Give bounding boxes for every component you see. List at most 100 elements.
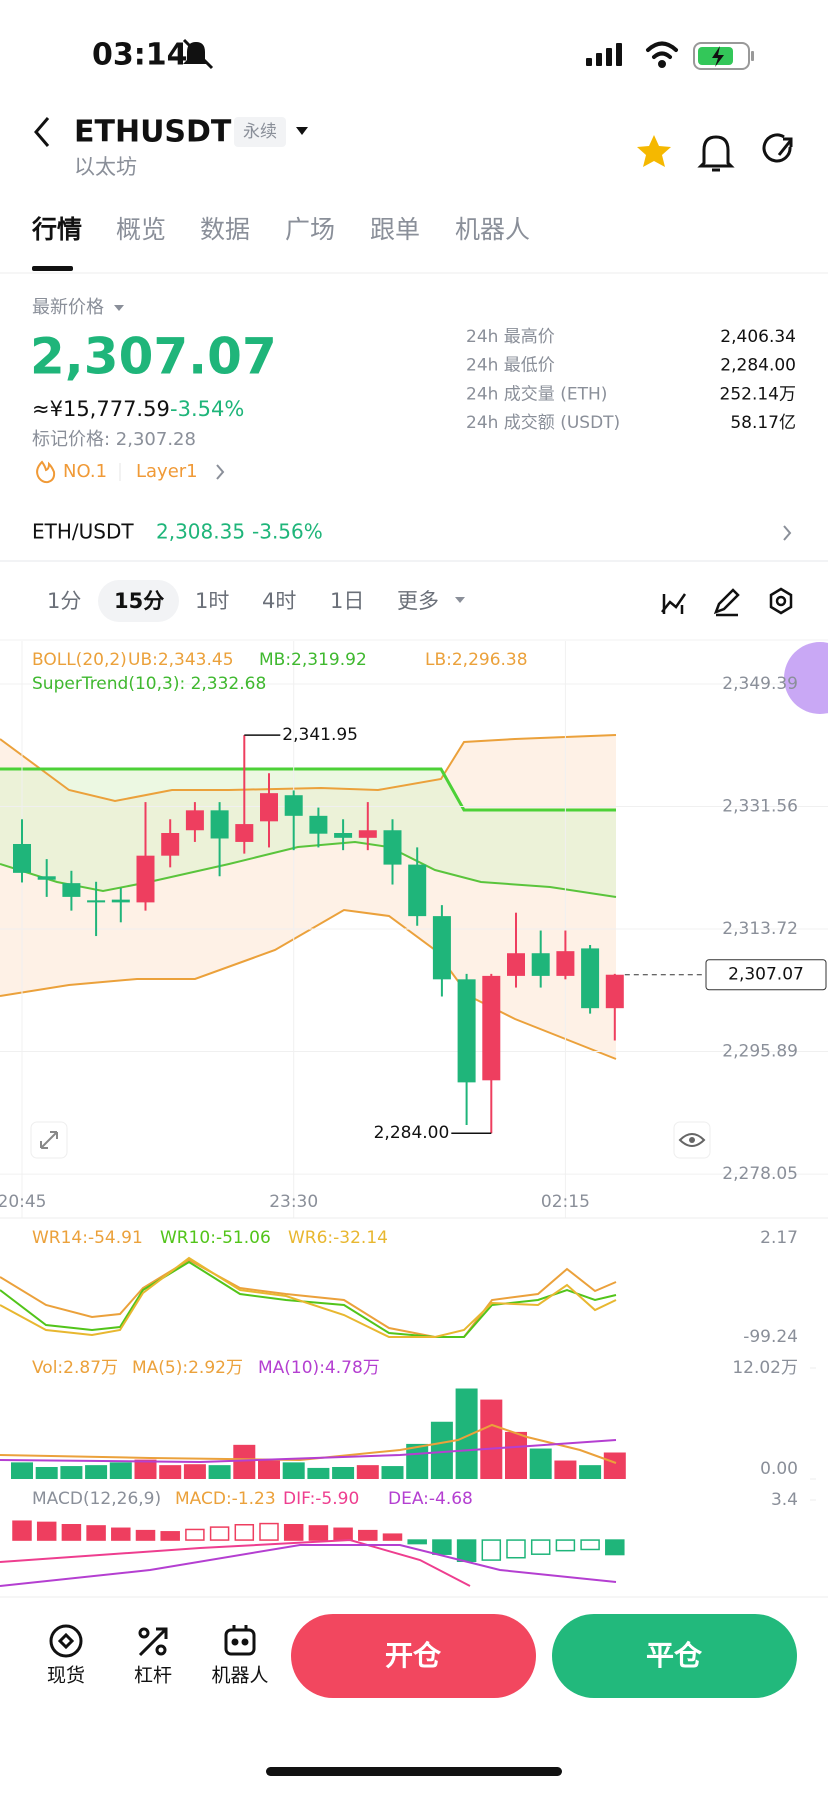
macd-bar (580, 1539, 600, 1551)
tab[interactable]: 机器人 (455, 215, 530, 244)
legend-lb: LB:2,296.38 (425, 650, 528, 670)
volume-bar (183, 1464, 206, 1479)
back-button[interactable] (34, 117, 50, 147)
stat-value: 2,284.00 (720, 356, 796, 376)
stat-label: 24h 最低价 (466, 356, 555, 376)
volume-bar (603, 1452, 626, 1479)
volume-bar (505, 1431, 527, 1479)
volume-bar (579, 1465, 602, 1479)
vol-ma10: MA(10):4.78万 (258, 1358, 380, 1378)
symbol: ETHUSDT (74, 115, 232, 150)
visibility-button[interactable] (673, 1121, 711, 1159)
macd-bar (555, 1539, 576, 1552)
close-label[interactable]: 平仓 (646, 1639, 703, 1672)
rank[interactable]: NO.1 (63, 461, 107, 482)
y-tick-label: 2,278.05 (722, 1164, 798, 1184)
wr14-line (0, 1258, 617, 1338)
candle-body (235, 824, 254, 842)
volume-bar (85, 1465, 108, 1479)
macd-bar (259, 1522, 279, 1541)
wr14: WR14:-54.91 (32, 1228, 143, 1248)
candle-body (482, 975, 501, 1081)
macd-bar (111, 1527, 131, 1541)
macd-bar (432, 1539, 452, 1555)
favorite-star[interactable] (637, 135, 671, 167)
interval[interactable]: 更多 (397, 589, 439, 613)
x-tick-label: 23:30 (269, 1192, 318, 1212)
open-button[interactable] (291, 1614, 536, 1698)
settings-tool[interactable] (769, 587, 793, 615)
volume-bar (208, 1465, 231, 1479)
low-label: 2,284.00 (374, 1123, 450, 1143)
y-tick-label: 12.02万 (732, 1358, 798, 1378)
vol-legend: Vol:2.87万 (32, 1358, 118, 1378)
macd-bar (209, 1526, 230, 1541)
close-button[interactable] (552, 1614, 797, 1698)
macd-bar (86, 1525, 106, 1541)
candle-body (185, 810, 204, 831)
interval[interactable]: 1分 (47, 589, 81, 613)
macd-bar (61, 1524, 82, 1541)
tab[interactable]: 概览 (116, 215, 166, 244)
spot-price: 2,308.35 (156, 520, 245, 544)
mark-price: 标记价格: 2,307.28 (32, 429, 196, 450)
macd-bar (135, 1529, 156, 1541)
margin-icon[interactable] (138, 1627, 168, 1657)
volume-bar (159, 1465, 182, 1479)
hot-icon (36, 460, 56, 484)
indicator-tool[interactable] (661, 593, 687, 614)
fullscreen-button[interactable] (30, 1121, 68, 1159)
tab[interactable]: 行情 (31, 215, 82, 244)
interval[interactable]: 15分 (114, 589, 164, 613)
macd-bar (506, 1539, 526, 1559)
interval-selected-bg (98, 580, 179, 622)
volume-bar (430, 1421, 453, 1479)
volume-bar (134, 1459, 157, 1479)
candle-body (87, 900, 106, 903)
candle-body (556, 951, 575, 976)
divider (0, 560, 828, 562)
spot-action[interactable]: 现货 (47, 1665, 85, 1687)
bot-icon[interactable] (224, 1625, 256, 1656)
candle-body (210, 810, 229, 839)
assistant-bubble[interactable] (784, 642, 828, 714)
volume-bar (381, 1466, 404, 1479)
spot-pair[interactable]: ETH/USDT (32, 520, 134, 544)
x-tick-label: 02:15 (541, 1192, 590, 1212)
boll-upper (0, 734, 617, 803)
tag-bg (234, 117, 286, 147)
interval[interactable]: 4时 (262, 589, 296, 613)
candle-body (62, 883, 81, 897)
wr6-line (0, 1256, 617, 1338)
candle-body (432, 916, 451, 980)
open-label[interactable]: 开仓 (385, 1639, 442, 1672)
spot-icon[interactable] (49, 1624, 83, 1658)
candle-body (284, 795, 303, 816)
sector-chevron (216, 464, 225, 480)
margin-action[interactable]: 杠杆 (134, 1665, 172, 1687)
alert-bell[interactable] (697, 135, 735, 172)
tab[interactable]: 数据 (200, 215, 250, 244)
spot-change: -3.56% (252, 520, 323, 544)
contract-tag: 永续 (243, 122, 277, 142)
tab[interactable]: 广场 (285, 215, 335, 244)
x-tick-label: 20:45 (0, 1192, 47, 1212)
macd-bar (283, 1524, 304, 1541)
last-price-box (705, 959, 827, 991)
share-button[interactable] (762, 133, 793, 163)
candle-body (161, 833, 180, 856)
interval[interactable]: 1日 (330, 589, 364, 613)
interval[interactable]: 1时 (195, 589, 229, 613)
macd-bar (12, 1520, 32, 1541)
sector[interactable]: Layer1 (136, 461, 198, 482)
dea-line (0, 1544, 617, 1587)
home-indicator (266, 1767, 562, 1776)
symbol-dropdown[interactable] (296, 127, 308, 135)
draw-tool[interactable] (713, 588, 740, 617)
dea-value: DEA:-4.68 (388, 1489, 473, 1509)
price-change: -3.54% (170, 397, 244, 421)
bot-action[interactable]: 机器人 (211, 1665, 268, 1687)
wr10: WR10:-51.06 (160, 1228, 271, 1248)
tab[interactable]: 跟单 (370, 215, 420, 244)
coin-name: 以太坊 (74, 155, 137, 179)
